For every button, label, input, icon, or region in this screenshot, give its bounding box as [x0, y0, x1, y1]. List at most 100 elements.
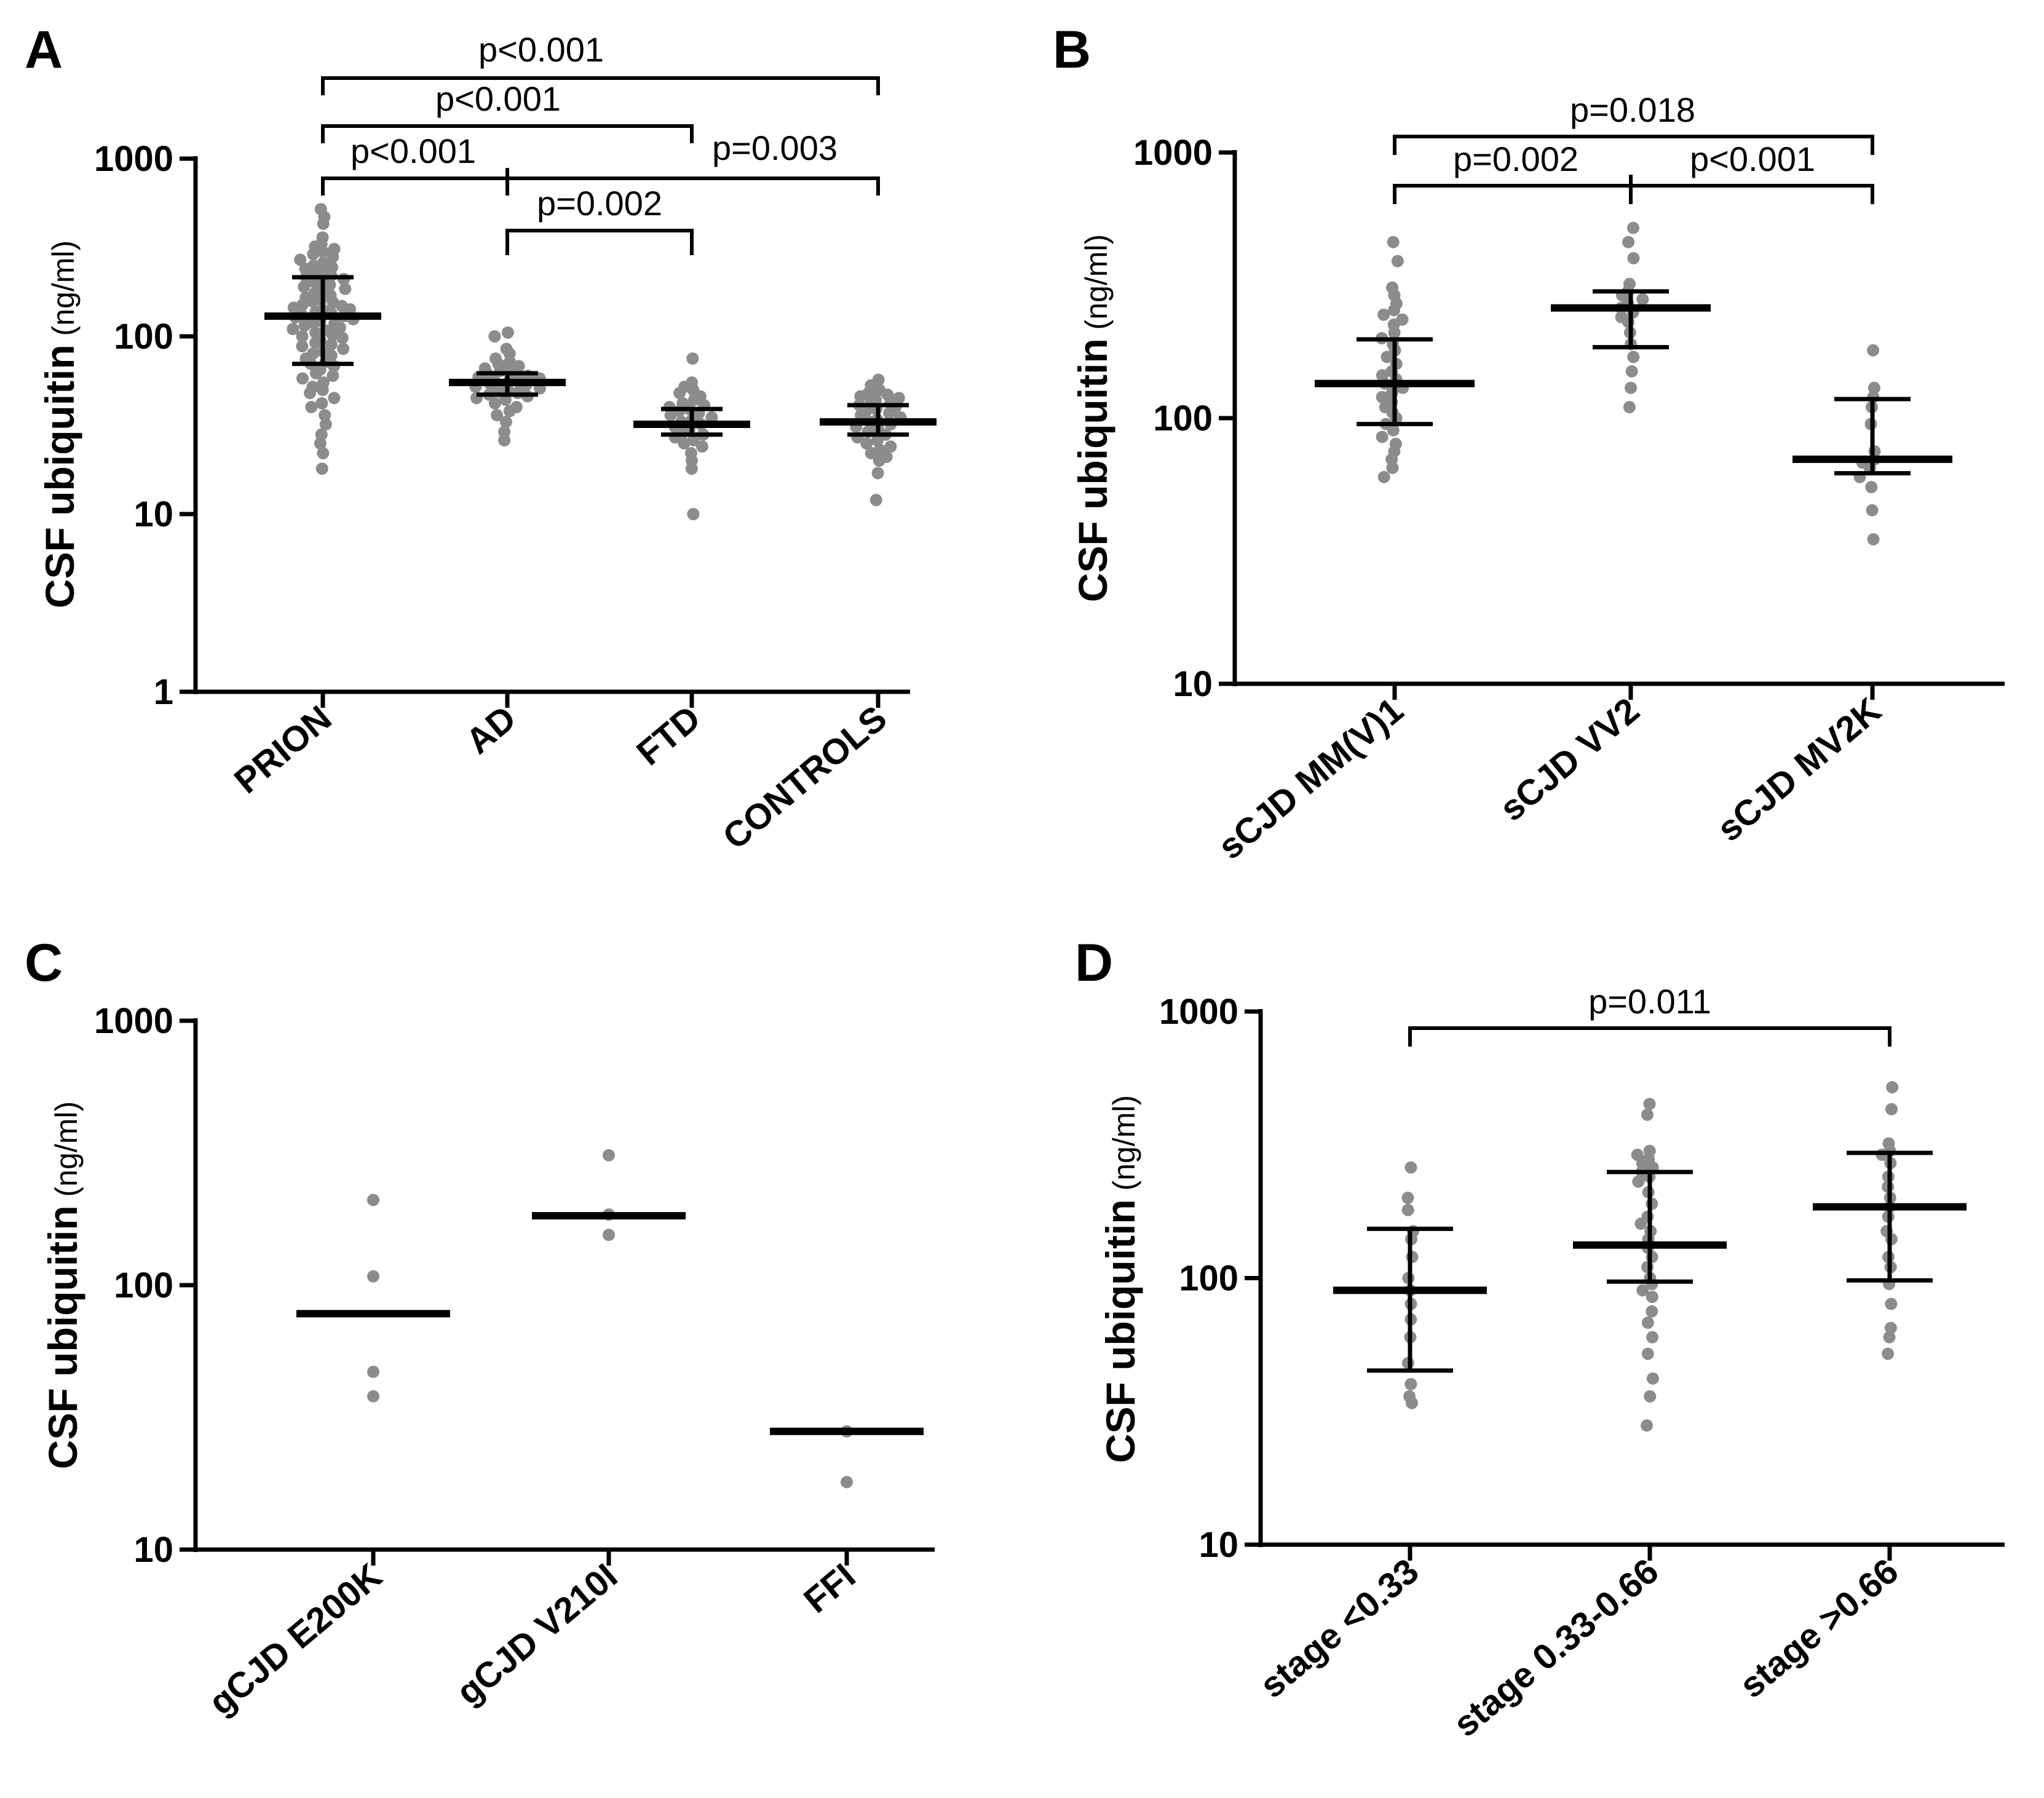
data-point — [1643, 1098, 1656, 1111]
data-point — [1883, 1331, 1896, 1344]
data-point — [841, 1476, 853, 1489]
data-point — [1867, 344, 1880, 357]
data-point — [695, 440, 708, 453]
data-point — [1387, 424, 1400, 437]
x-category-label: gCJD V210I — [449, 1556, 625, 1713]
x-category-label: sCJD MV2K — [1709, 690, 1888, 849]
y-axis-label-main: CSF ubiquitin — [40, 1205, 85, 1469]
data-point — [1404, 1378, 1417, 1391]
data-point — [367, 1365, 379, 1378]
p-value-label: p=0.011 — [1588, 982, 1711, 1021]
data-point — [1646, 1372, 1659, 1385]
x-category-label: sCJD VV2 — [1492, 690, 1647, 829]
y-tick-label: 1 — [154, 672, 173, 712]
y-tick-label: 1000 — [1133, 133, 1213, 173]
y-axis-label-unit: (ng/ml) — [46, 240, 81, 344]
significance-bracket: p=0.003 — [505, 129, 880, 196]
data-point — [1401, 1203, 1414, 1216]
data-point — [1405, 1396, 1418, 1409]
data-point — [307, 248, 320, 261]
data-point — [1377, 308, 1390, 321]
bracket-line — [1629, 184, 1874, 204]
data-point — [1623, 401, 1636, 414]
data-point — [1387, 236, 1400, 248]
p-value-label: p<0.001 — [1690, 140, 1815, 178]
bracket-line — [505, 176, 880, 196]
y-axis-label-unit: (ng/ml) — [49, 1101, 84, 1205]
group-scjd-mm-v-1 — [1315, 236, 1475, 483]
group-scjd-mv2k — [1792, 344, 1952, 545]
data-point — [1625, 365, 1638, 378]
data-point — [317, 245, 330, 258]
data-point — [317, 447, 330, 460]
x-category-label: FTD — [629, 698, 708, 773]
data-point — [1866, 504, 1879, 517]
group-stage-0-33 — [1333, 1161, 1487, 1409]
data-point — [603, 1229, 615, 1242]
significance-bracket: p<0.001 — [1629, 140, 1874, 204]
significance-bracket: p=0.002 — [1393, 140, 1633, 204]
y-tick-label: 100 — [114, 1265, 173, 1305]
y-axis-label: CSF ubiquitin (ng/ml) — [1098, 1095, 1143, 1463]
y-axis-label-unit: (ng/ml) — [1107, 1095, 1141, 1199]
bracket-line — [1393, 184, 1633, 204]
panel-letter: A — [25, 20, 63, 79]
significance-bracket: p=0.018 — [1393, 90, 1874, 155]
data-point — [296, 330, 309, 343]
data-point — [309, 366, 322, 379]
data-point — [1865, 481, 1878, 494]
data-point — [287, 301, 300, 314]
y-tick-label: 1000 — [1159, 992, 1238, 1032]
data-point — [1867, 533, 1880, 545]
data-point — [316, 383, 329, 396]
significance-bracket: p<0.001 — [321, 132, 509, 196]
data-point — [499, 416, 512, 429]
data-point — [1636, 293, 1649, 306]
panel-letter: D — [1075, 933, 1113, 992]
data-point — [883, 406, 896, 419]
data-point — [869, 494, 882, 507]
x-category-label: PRION — [227, 698, 339, 801]
bracket-line — [1393, 135, 1874, 155]
data-point — [498, 426, 511, 438]
data-point — [871, 434, 884, 447]
data-point — [296, 372, 309, 385]
data-point — [306, 295, 319, 307]
data-point — [873, 454, 885, 467]
data-point — [315, 462, 328, 475]
y-axis-label-main: CSF ubiquitin — [37, 344, 82, 608]
data-point — [1646, 1305, 1658, 1318]
group-stage-0-33-0-66 — [1573, 1098, 1727, 1432]
y-tick-label: 100 — [114, 317, 173, 357]
data-point — [1868, 381, 1880, 394]
data-point — [1401, 1192, 1414, 1205]
y-tick-label: 10 — [1198, 1525, 1238, 1565]
data-point — [1404, 1161, 1417, 1174]
group-ffi — [770, 1425, 924, 1489]
panel-letter: C — [25, 933, 63, 992]
data-point — [871, 467, 884, 480]
data-point — [294, 253, 307, 266]
y-tick-label: 10 — [133, 1530, 173, 1570]
data-point — [503, 405, 516, 418]
p-value-label: p=0.003 — [712, 129, 838, 167]
data-point — [685, 462, 698, 475]
data-point — [491, 409, 504, 422]
data-point — [1626, 221, 1639, 234]
data-point — [1622, 236, 1635, 248]
x-category-label: stage <0.33 — [1253, 1551, 1427, 1706]
p-value-label: p=0.002 — [537, 184, 662, 223]
data-point — [367, 1390, 379, 1403]
data-point — [304, 387, 317, 400]
significance-bracket: p<0.001 — [321, 79, 694, 143]
data-point — [1634, 1218, 1647, 1230]
data-point — [1627, 350, 1640, 363]
data-point — [686, 352, 699, 365]
data-point — [678, 437, 691, 450]
data-point — [337, 343, 350, 355]
group-ad — [449, 326, 566, 447]
group-prion — [264, 203, 381, 475]
data-point — [1627, 251, 1640, 264]
x-category-label: CONTROLS — [715, 698, 894, 857]
